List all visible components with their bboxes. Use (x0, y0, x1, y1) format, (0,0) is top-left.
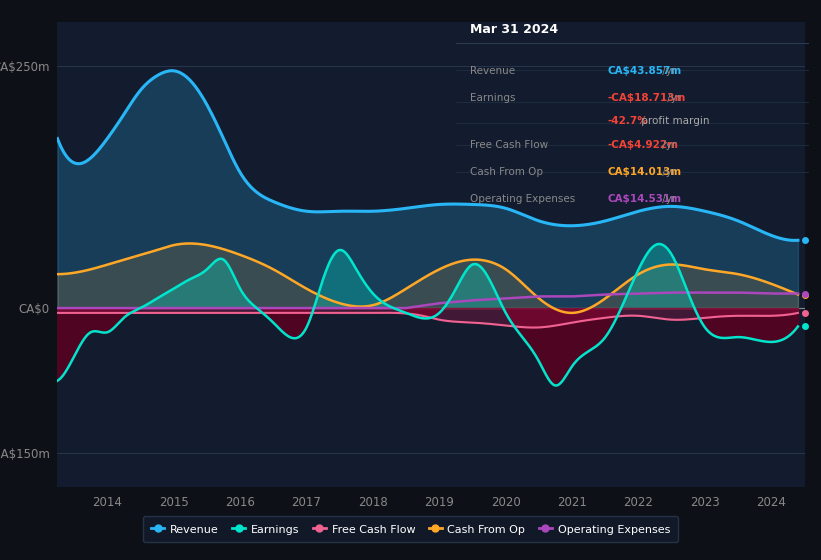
Text: /yr: /yr (658, 140, 676, 150)
Text: -42.7%: -42.7% (608, 116, 649, 125)
Text: CA$43.857m: CA$43.857m (608, 66, 681, 76)
Text: CA$14.531m: CA$14.531m (608, 194, 681, 204)
Text: Cash From Op: Cash From Op (470, 167, 543, 177)
Text: /yr: /yr (664, 93, 681, 103)
Text: CA$14.013m: CA$14.013m (608, 167, 681, 177)
Text: Mar 31 2024: Mar 31 2024 (470, 23, 558, 36)
Legend: Revenue, Earnings, Free Cash Flow, Cash From Op, Operating Expenses: Revenue, Earnings, Free Cash Flow, Cash … (144, 516, 677, 543)
Text: Free Cash Flow: Free Cash Flow (470, 140, 548, 150)
Text: -CA$18.713m: -CA$18.713m (608, 93, 686, 103)
Text: /yr: /yr (658, 194, 676, 204)
Text: profit margin: profit margin (638, 116, 709, 125)
Text: Revenue: Revenue (470, 66, 515, 76)
Text: /yr: /yr (658, 167, 676, 177)
Text: Earnings: Earnings (470, 93, 516, 103)
Text: -CA$4.922m: -CA$4.922m (608, 140, 678, 150)
Text: Operating Expenses: Operating Expenses (470, 194, 575, 204)
Text: /yr: /yr (658, 66, 676, 76)
